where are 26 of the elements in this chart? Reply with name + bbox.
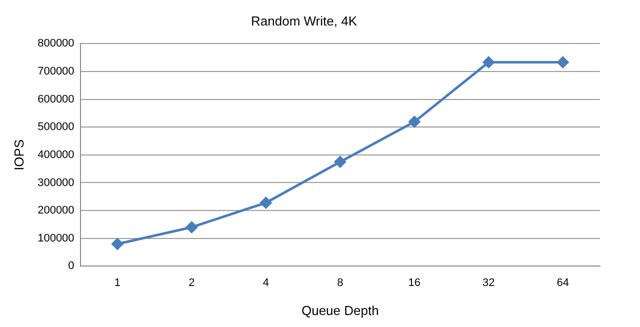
y-tick-label: 600000 (38, 93, 74, 106)
x-tick-label: 4 (262, 276, 269, 289)
point (260, 197, 272, 209)
y-tick-label: 700000 (38, 65, 74, 78)
y-tick-label: 200000 (38, 204, 74, 217)
y-tick-label: 100000 (38, 232, 74, 244)
x-tick-label: 32 (482, 276, 495, 289)
y-axis-title: IOPS (11, 139, 26, 170)
x-tick-label: 1 (114, 276, 120, 289)
point (112, 238, 124, 250)
x-tick-label: 8 (337, 276, 344, 289)
point (557, 56, 569, 68)
y-tick-label: 300000 (38, 176, 74, 189)
point (482, 56, 494, 68)
chart-title: Random Write, 4K (251, 13, 358, 28)
y-tick-label: 800000 (38, 38, 74, 50)
point (186, 221, 198, 233)
point (408, 116, 420, 128)
y-tick-label: 0 (68, 260, 74, 272)
point (334, 156, 346, 168)
x-tick-label: 2 (188, 276, 195, 289)
x-tick-label: 16 (408, 276, 421, 289)
y-tick-label: 500000 (38, 121, 74, 134)
x-tick-label: 64 (556, 276, 570, 289)
y-tick-label: 400000 (38, 148, 74, 161)
x-axis-title: Queue Depth (301, 302, 379, 318)
